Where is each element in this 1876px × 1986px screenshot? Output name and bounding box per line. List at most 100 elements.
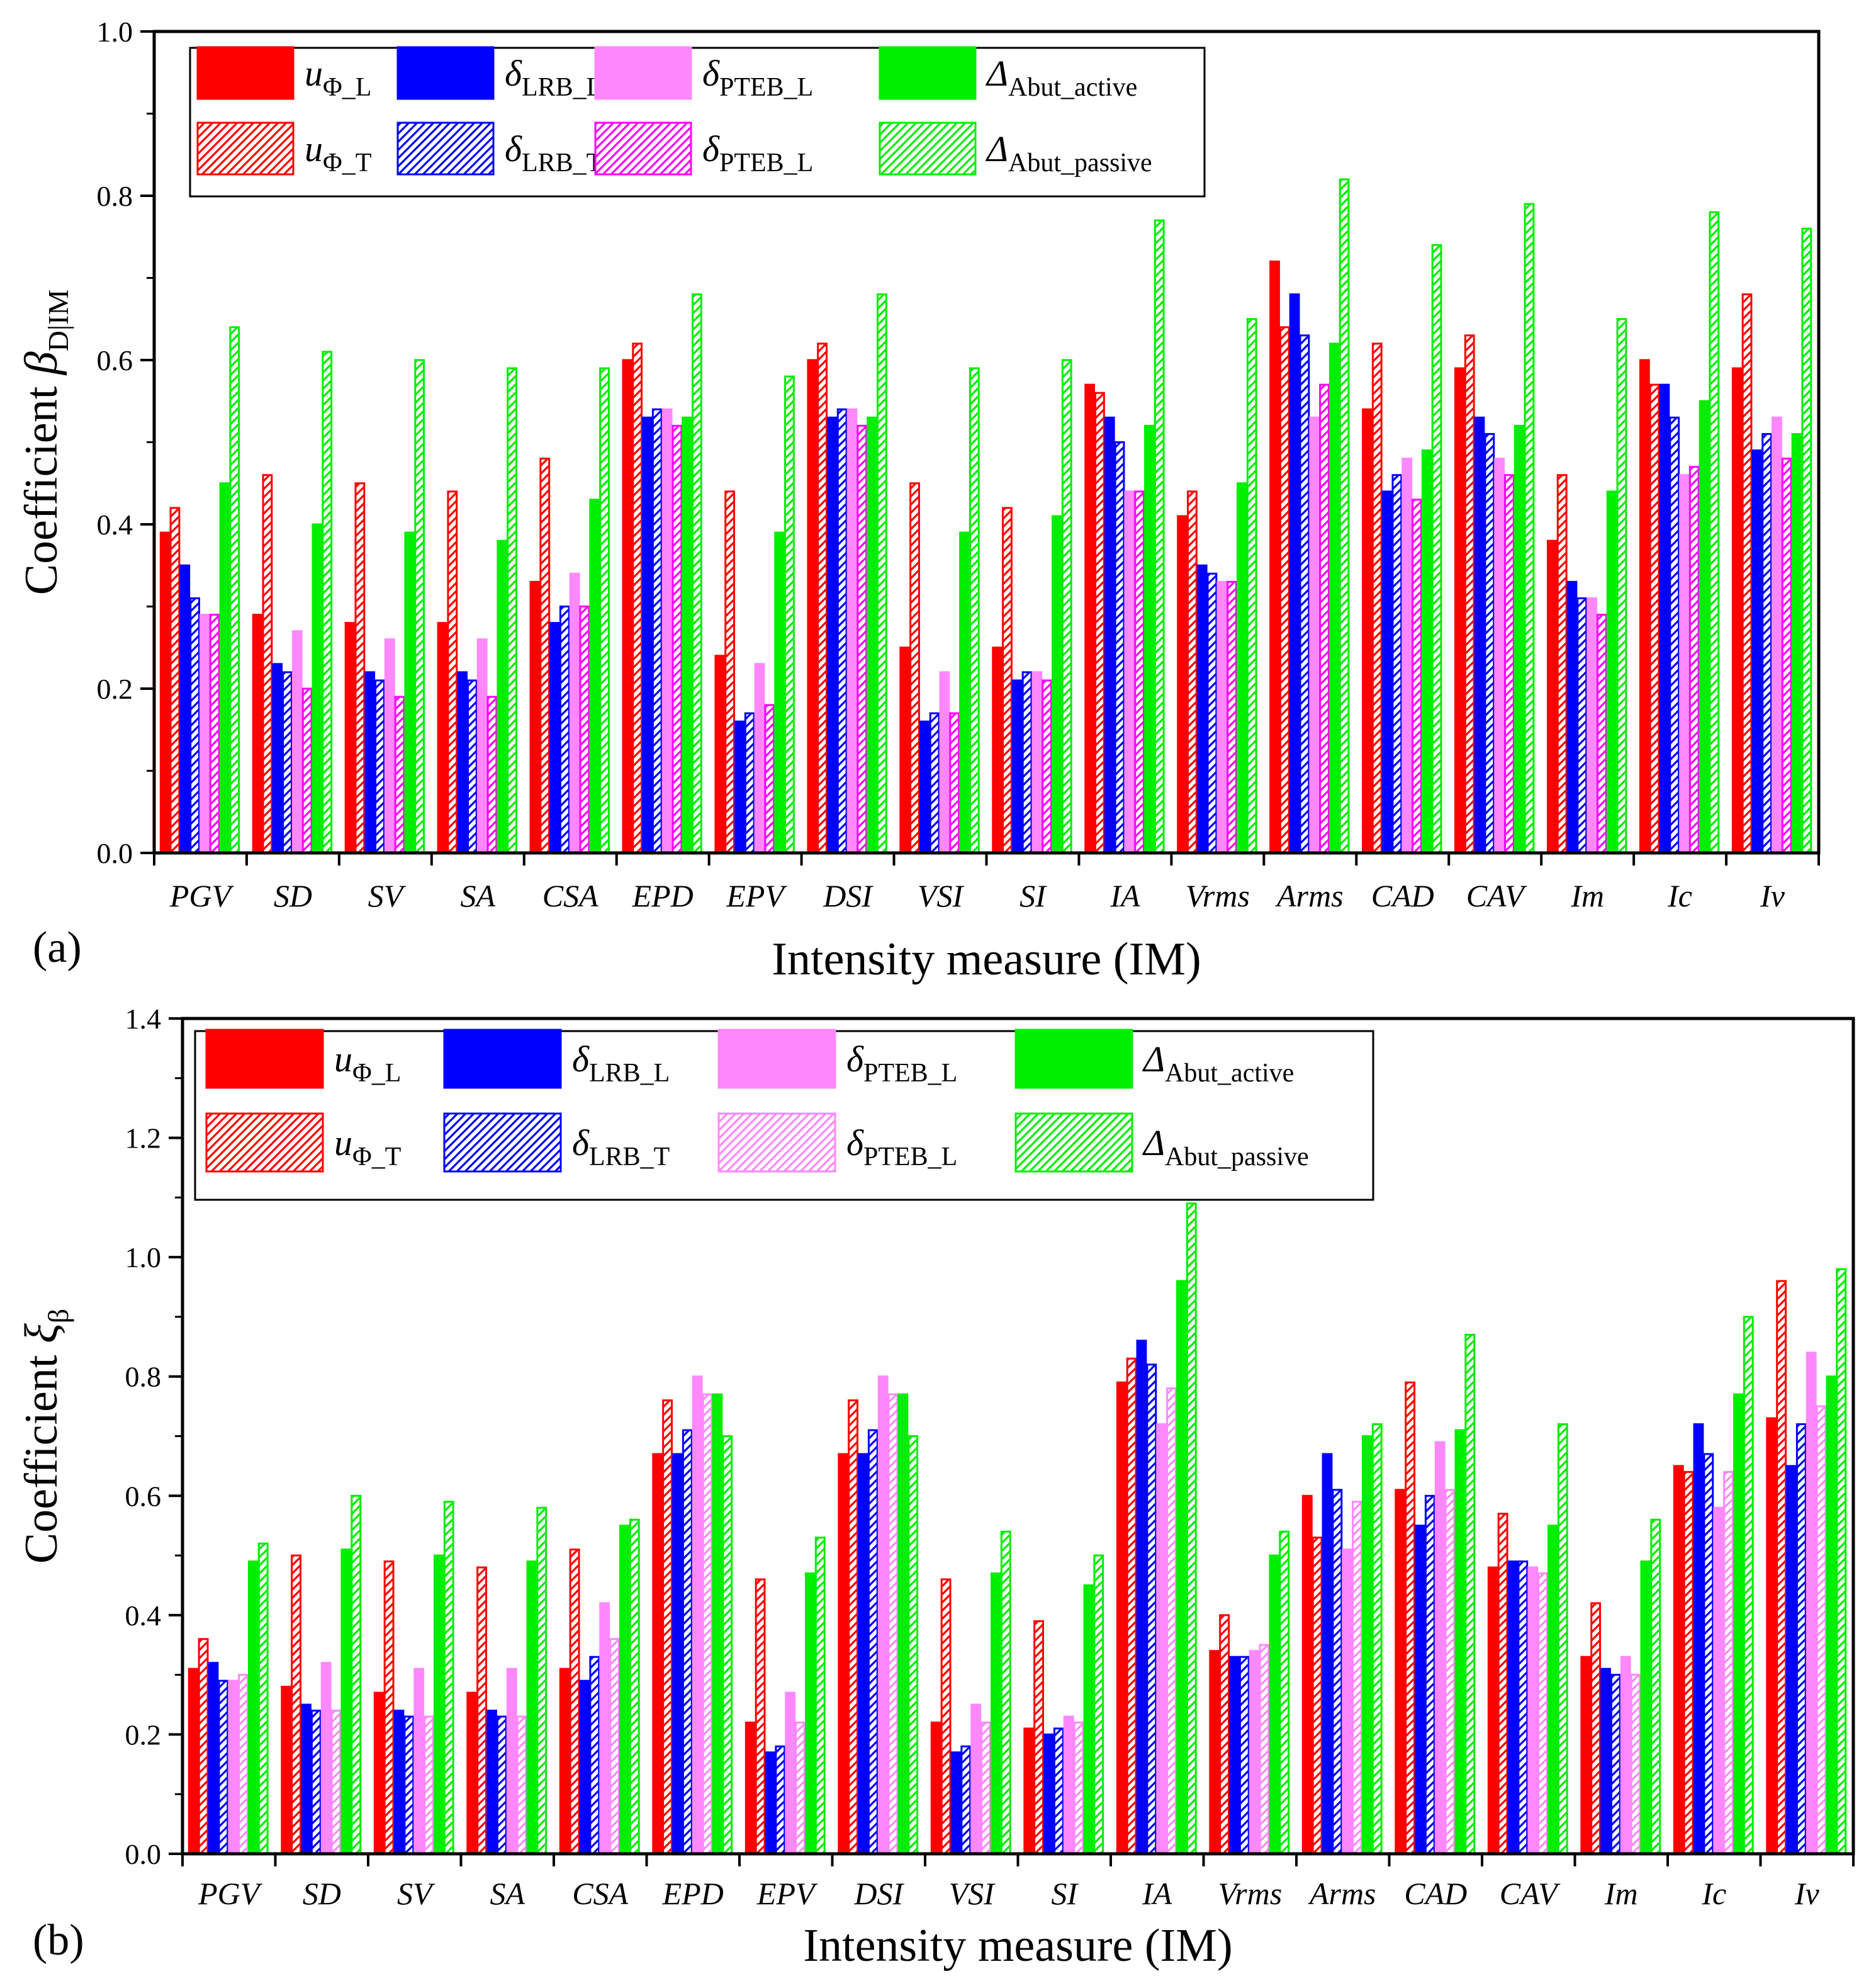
bar-csa-u-l	[529, 580, 541, 854]
bar-si-u-l	[1023, 1727, 1035, 1855]
legend-swatch-abut-active	[879, 46, 977, 100]
legend-symbol: u	[305, 53, 323, 94]
legend-subscript: Φ_T	[352, 1143, 401, 1171]
legend-symbol: u	[305, 128, 323, 169]
bar-arms-pteb-l-hatched	[1319, 383, 1330, 854]
bar-sa-u-l	[466, 1691, 478, 1855]
bar-vrms-abut-active	[1269, 1554, 1280, 1855]
x-tick-label-epd: EPD	[632, 878, 694, 913]
bar-vsi-u-t	[909, 482, 920, 854]
x-axis: PGV SD SV SA CSA EPD EPV DSI VSI SI IA Vrms Arms CAD C…	[153, 853, 1820, 913]
bar-ia-u-t	[1126, 1357, 1137, 1855]
legend: uΦ_LuΦ_TδLRB_LδLRB_TδPTEB_LδPTEB_LΔAbut_…	[189, 46, 1206, 198]
bar-sd-pteb-l	[320, 1662, 332, 1855]
legend-entry-lrb-t: δLRB_T	[572, 1122, 670, 1171]
bars	[159, 178, 1812, 854]
bar-vrms-lrb-l	[1196, 564, 1208, 854]
bar-sv-abut-passive	[443, 1501, 454, 1855]
bar-sv-u-l	[373, 1691, 385, 1855]
y-tick-label: 0.8	[125, 1361, 162, 1393]
x-tick-label-cav: CAV	[1466, 878, 1527, 913]
bar-iv-pteb-l	[1806, 1351, 1817, 1855]
bar-epv-u-t	[724, 490, 736, 854]
bar-arms-u-l	[1301, 1494, 1313, 1855]
bar-ia-pteb-l	[1124, 490, 1135, 854]
bar-epd-lrb-l	[642, 416, 653, 854]
bar-epd-pteb-l	[692, 1375, 703, 1855]
bar-sa-u-l	[437, 622, 448, 854]
bar-ic-pteb-l-hatched	[1723, 1470, 1734, 1855]
bar-ic-abut-active	[1733, 1393, 1744, 1855]
bar-arms-abut-active	[1361, 1435, 1373, 1855]
bar-sa-lrb-l	[486, 1710, 497, 1855]
bar-im-pteb-l	[1620, 1656, 1631, 1855]
bar-iv-lrb-t	[1795, 1423, 1807, 1855]
bar-ia-lrb-l	[1104, 416, 1115, 854]
x-tick-label-dsi: DSI	[823, 878, 873, 913]
bar-pgv-lrb-t	[218, 1679, 229, 1855]
bar-arms-abut-passive	[1371, 1423, 1383, 1855]
bar-si-u-l	[992, 646, 1003, 854]
bar-epv-abut-active	[804, 1572, 816, 1855]
bar-sv-pteb-l-hatched	[424, 1715, 434, 1855]
legend-swatch-u-l	[196, 46, 295, 100]
bar-epv-abut-passive	[814, 1537, 826, 1855]
bar-pgv-u-t	[169, 507, 181, 854]
bar-iv-pteb-l-hatched	[1816, 1405, 1827, 1855]
bar-csa-abut-active	[589, 499, 600, 854]
bar-im-abut-active	[1606, 490, 1617, 854]
x-tick-label-sa: SA	[461, 878, 496, 913]
bar-csa-pteb-l	[599, 1602, 610, 1855]
bars	[188, 1202, 1847, 1855]
bar-im-abut-passive	[1650, 1518, 1661, 1855]
bar-epv-pteb-l	[754, 663, 765, 854]
x-tick-label-cav: CAV	[1500, 1876, 1561, 1911]
bar-ia-pteb-l	[1156, 1423, 1167, 1855]
x-tick-label-epv: EPV	[726, 878, 787, 913]
bar-ic-u-t	[1649, 383, 1660, 854]
x-tick-label-cad: CAD	[1371, 878, 1434, 913]
bar-epv-lrb-l	[765, 1751, 776, 1855]
y-tick-label: 0.0	[97, 837, 133, 869]
x-tick-label-ic: Ic	[1701, 1876, 1726, 1911]
bar-sd-lrb-t	[310, 1710, 322, 1855]
bar-sv-abut-active	[433, 1554, 444, 1855]
bar-csa-lrb-t	[559, 606, 570, 854]
bar-ia-u-l	[1084, 383, 1096, 854]
bar-epv-lrb-l	[734, 720, 745, 854]
bar-im-abut-passive	[1616, 318, 1627, 854]
x-tick-label-sa: SA	[490, 1876, 525, 1911]
bar-vsi-pteb-l	[939, 671, 950, 854]
bar-sd-abut-active	[340, 1549, 352, 1855]
bar-ia-lrb-l	[1136, 1340, 1147, 1855]
bar-pgv-abut-active	[247, 1560, 259, 1855]
bar-dsi-abut-active	[897, 1393, 909, 1855]
legend-box	[189, 47, 1206, 198]
x-tick-label-vrms: Vrms	[1186, 878, 1250, 913]
bar-sd-u-t	[291, 1554, 302, 1855]
bar-iv-u-l	[1766, 1417, 1777, 1855]
bar-dsi-u-t	[817, 342, 828, 854]
bar-cad-abut-passive	[1431, 244, 1442, 854]
x-axis-title: Intensity measure (IM)	[772, 934, 1201, 985]
bar-vsi-lrb-l	[919, 720, 930, 854]
x-tick-label-csa: CSA	[572, 1876, 628, 1911]
bar-sd-abut-passive	[322, 351, 333, 854]
bar-csa-u-t	[539, 458, 551, 854]
bar-ia-abut-passive	[1186, 1202, 1197, 1855]
legend-symbol: δ	[505, 53, 522, 94]
bar-arms-pteb-l-hatched	[1352, 1501, 1362, 1855]
bar-vsi-lrb-t	[929, 712, 940, 854]
bar-epd-u-l	[622, 359, 633, 854]
bar-csa-abut-active	[619, 1525, 630, 1855]
bar-epv-u-l	[714, 655, 726, 854]
bar-sd-abut-active	[312, 523, 323, 854]
bar-sd-pteb-l-hatched	[330, 1710, 342, 1855]
bar-dsi-u-t	[848, 1399, 859, 1855]
bar-vsi-abut-active	[990, 1572, 1001, 1855]
y-tick-label: 0.6	[125, 1480, 162, 1512]
bar-ic-u-t	[1683, 1470, 1694, 1855]
bar-cav-pteb-l	[1494, 458, 1505, 854]
bar-vsi-abut-passive	[969, 367, 980, 854]
